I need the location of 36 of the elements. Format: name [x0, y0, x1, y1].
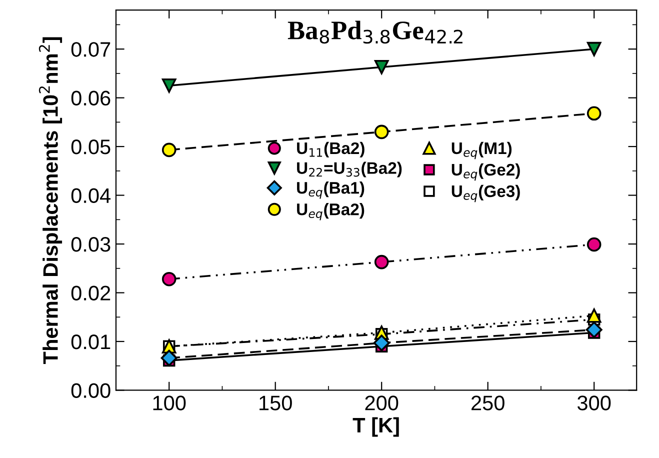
- chart-title: Ba$_{8}$Pd$_{3.8}$Ge$_{42.2}$: [288, 20, 462, 44]
- x-tick-label: 100: [153, 396, 186, 410]
- legend-label: U$_{11}$(Ba2): [297, 142, 364, 158]
- y-tick-label: 0.01: [71, 334, 110, 350]
- y-tick-label: 0.02: [71, 286, 110, 300]
- point: [160, 350, 178, 366]
- y-tick-label: 0.07: [71, 42, 110, 57]
- x-axis-title: T [K]: [352, 417, 399, 437]
- y-tick-label: 0.05: [71, 140, 110, 154]
- legend-label: U$_{eq}$(Ba2): [297, 203, 364, 220]
- point: [162, 272, 176, 286]
- legend-label: U$_{eq}$(Ge3): [452, 184, 520, 202]
- point: [586, 106, 602, 121]
- x-tick-label: 150: [260, 396, 292, 410]
- point: [374, 124, 389, 140]
- legend-label: U$_{22}$=U$_{33}$(Ba2): [297, 162, 402, 178]
- x-tick-label: 250: [472, 396, 504, 410]
- point: [586, 308, 602, 323]
- x-tick-label: 300: [578, 396, 611, 410]
- x-tick-label: 200: [365, 396, 398, 410]
- point: [162, 142, 176, 158]
- point: [373, 334, 390, 352]
- point: [374, 254, 389, 270]
- y-tick-label: 0.04: [71, 188, 111, 204]
- legend-label: U$_{eq}$(Ge2): [452, 163, 520, 181]
- point: [586, 322, 602, 338]
- y-tick-label: 0.06: [71, 90, 110, 106]
- y-tick-label: 0.03: [71, 237, 110, 252]
- point: [586, 237, 602, 252]
- legend-label: U$_{eq}$(Ba1): [297, 182, 364, 199]
- point: [162, 78, 176, 93]
- point: [374, 60, 389, 74]
- point: [586, 42, 602, 56]
- y-axis-title: Thermal Displacements [10$^{2}$nm$^{2}$]: [38, 37, 62, 364]
- y-tick-label: 0.00: [71, 383, 110, 398]
- legend-label: U$_{eq}$(M1): [452, 142, 512, 160]
